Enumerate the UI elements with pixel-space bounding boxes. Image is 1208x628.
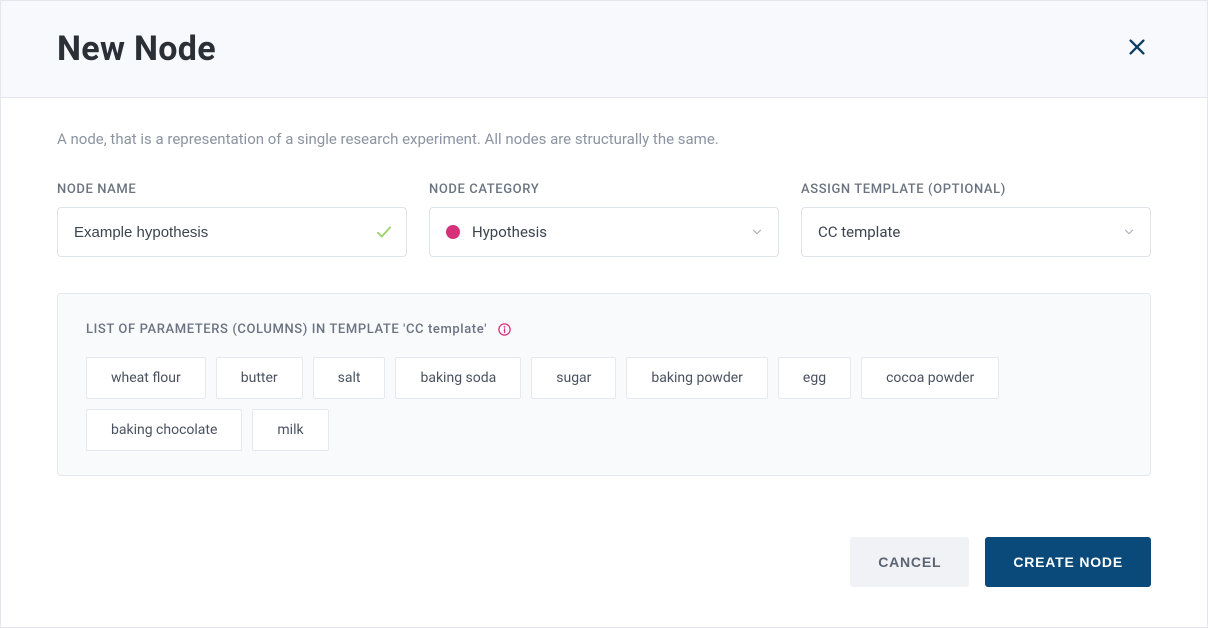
modal-footer: CANCEL CREATE NODE [1, 509, 1207, 627]
param-chip: sugar [531, 357, 616, 399]
info-icon[interactable] [497, 322, 512, 337]
close-button[interactable] [1123, 35, 1151, 63]
params-header: LIST OF PARAMETERS (COLUMNS) IN TEMPLATE… [86, 322, 1122, 337]
assign-template-select[interactable]: CC template [801, 207, 1151, 257]
form-row: NODE NAME NODE CATEGORY Hypothesis [57, 182, 1151, 257]
param-chip: wheat flour [86, 357, 206, 399]
modal-title: New Node [57, 29, 216, 69]
assign-template-label: ASSIGN TEMPLATE (OPTIONAL) [801, 182, 1151, 197]
modal-header: New Node [1, 1, 1207, 98]
node-category-label: NODE CATEGORY [429, 182, 779, 197]
template-parameters-box: LIST OF PARAMETERS (COLUMNS) IN TEMPLATE… [57, 293, 1151, 476]
assign-template-field-group: ASSIGN TEMPLATE (OPTIONAL) CC template [801, 182, 1151, 257]
node-category-field-group: NODE CATEGORY Hypothesis [429, 182, 779, 257]
params-title: LIST OF PARAMETERS (COLUMNS) IN TEMPLATE… [86, 322, 487, 337]
chevron-down-icon [1122, 225, 1136, 239]
param-chip: baking soda [395, 357, 521, 399]
modal-body: A node, that is a representation of a si… [1, 98, 1207, 509]
param-chip: cocoa powder [861, 357, 999, 399]
param-chip: salt [313, 357, 386, 399]
node-category-select[interactable]: Hypothesis [429, 207, 779, 257]
create-node-button[interactable]: CREATE NODE [985, 537, 1151, 587]
modal-description: A node, that is a representation of a si… [57, 130, 1151, 148]
close-icon [1126, 36, 1148, 62]
param-chip: butter [216, 357, 303, 399]
new-node-modal: New Node A node, that is a representatio… [0, 0, 1208, 628]
node-name-input[interactable] [57, 207, 407, 257]
cancel-button[interactable]: CANCEL [850, 537, 969, 587]
param-chip: baking chocolate [86, 409, 242, 451]
node-name-input-wrap [57, 207, 407, 257]
param-chip-list: wheat flourbuttersaltbaking sodasugarbak… [86, 357, 1122, 451]
param-chip: baking powder [626, 357, 767, 399]
assign-template-value: CC template [818, 223, 900, 241]
node-name-label: NODE NAME [57, 182, 407, 197]
check-icon [375, 223, 393, 241]
param-chip: egg [778, 357, 851, 399]
category-dot-icon [446, 225, 460, 239]
param-chip: milk [252, 409, 328, 451]
node-category-value: Hypothesis [472, 223, 547, 241]
node-name-field-group: NODE NAME [57, 182, 407, 257]
chevron-down-icon [750, 225, 764, 239]
